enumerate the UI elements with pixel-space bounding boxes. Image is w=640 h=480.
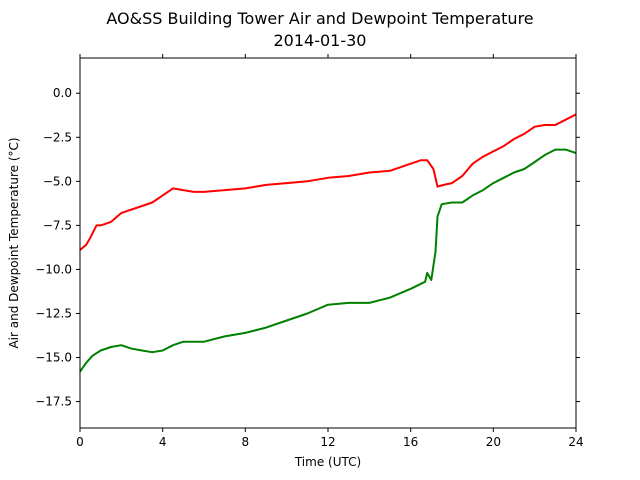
x-tick-label: 12 bbox=[320, 435, 335, 449]
tick-layer: 0 4 8 12 16 20 24 0.0 −2.5 −5.0 −7.5 −10.0 −12.5 −15.… bbox=[35, 54, 584, 449]
y-tick-label: −2.5 bbox=[43, 130, 72, 144]
chart-subtitle: 2014-01-30 bbox=[274, 31, 367, 50]
x-tick-label: 24 bbox=[568, 435, 583, 449]
x-tick-label: 8 bbox=[242, 435, 250, 449]
y-tick-label: 0.0 bbox=[53, 86, 72, 100]
y-tick-label: −5.0 bbox=[43, 174, 72, 188]
x-tick-label: 0 bbox=[76, 435, 84, 449]
series-layer bbox=[79, 113, 577, 373]
series-line-2 bbox=[79, 148, 577, 373]
series-line-1 bbox=[79, 113, 577, 251]
y-tick-label: −7.5 bbox=[43, 218, 72, 232]
x-tick-label: 20 bbox=[486, 435, 501, 449]
x-tick-label: 4 bbox=[159, 435, 167, 449]
x-axis-label: Time (UTC) bbox=[294, 455, 361, 469]
y-axis-label: Air and Dewpoint Temperature (°C) bbox=[7, 137, 21, 348]
y-tick-label: −15.0 bbox=[35, 351, 72, 365]
y-tick-label: −17.5 bbox=[35, 395, 72, 409]
y-tick-label: −12.5 bbox=[35, 306, 72, 320]
x-tick-label: 16 bbox=[403, 435, 418, 449]
chart-title: AO&SS Building Tower Air and Dewpoint Te… bbox=[106, 9, 533, 28]
plot-frame bbox=[79, 57, 577, 429]
y-tick-label: −10.0 bbox=[35, 262, 72, 276]
